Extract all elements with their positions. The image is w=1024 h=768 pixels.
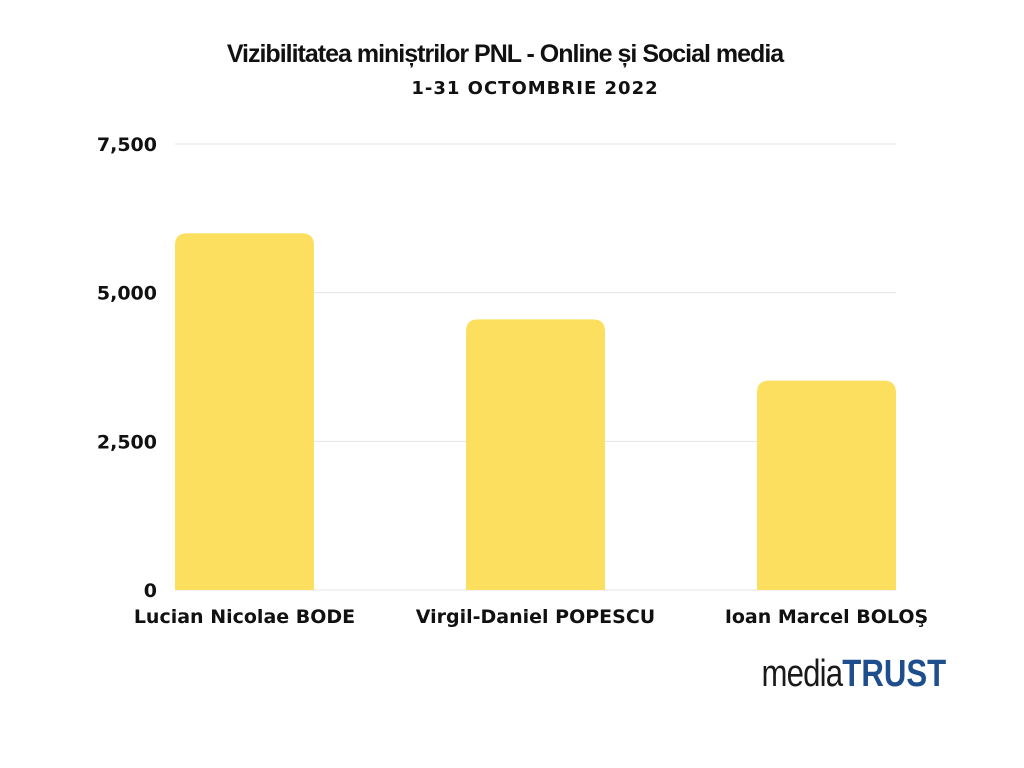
mediatrust-logo: mediaTRUST — [761, 654, 946, 694]
y-tick-label: 2,500 — [97, 431, 157, 453]
chart-subtitle: 1-31 OCTOMBRIE 2022 — [411, 78, 659, 99]
bar — [466, 319, 605, 590]
chart-title: Vizibilitatea miniștrilor PNL - Online ș… — [226, 40, 784, 68]
y-tick-label: 5,000 — [97, 283, 157, 305]
y-tick-label: 0 — [144, 580, 157, 602]
x-category-label: Virgil-Daniel POPESCU — [416, 606, 655, 628]
bar — [757, 380, 896, 590]
bar — [175, 233, 314, 590]
y-tick-label: 7,500 — [97, 134, 157, 156]
logo-trust-text: TRUST — [842, 653, 946, 695]
x-category-label: Lucian Nicolae BODE — [134, 606, 355, 628]
logo-media-text: media — [761, 653, 843, 695]
x-category-label: Ioan Marcel BOLOŞ — [725, 606, 928, 628]
